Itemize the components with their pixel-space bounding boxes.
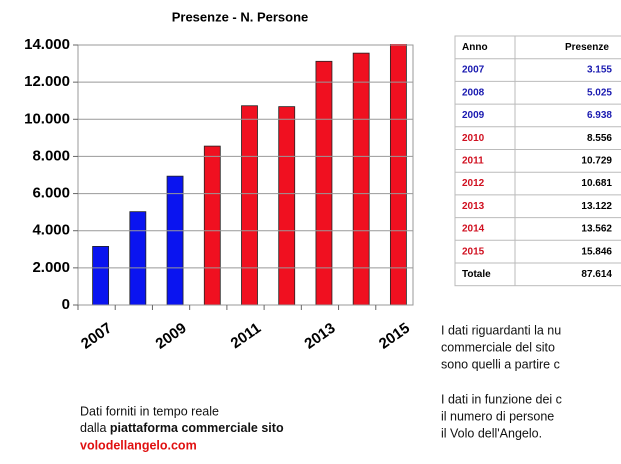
y-tick-label: 6.000 (32, 185, 70, 202)
x-tick-label: 2013 (301, 320, 338, 353)
table-cell: 2014 (462, 224, 485, 235)
table-cell: 13.122 (581, 201, 612, 212)
paragraph-line: I dati in funzione dei c (441, 392, 562, 406)
x-tick-label: 2007 (78, 320, 115, 353)
table-cell: 87.614 (581, 269, 612, 280)
y-tick-label: 2.000 (32, 259, 70, 276)
source-line: dalla piattaforma commerciale sito (80, 421, 284, 435)
table-cell: 10.681 (581, 178, 612, 189)
table-cell: 2012 (462, 178, 485, 189)
table-cell: 2011 (462, 155, 484, 166)
table-cell: 10.729 (581, 155, 612, 166)
table-cell: 13.562 (581, 224, 612, 235)
table-cell: 2013 (462, 201, 485, 212)
table-frame (454, 35, 621, 287)
table-cell: 2007 (462, 65, 485, 76)
paragraph-line: sono quelli a partire c (441, 357, 560, 371)
bar (241, 105, 258, 306)
y-tick-label: 10.000 (24, 110, 70, 127)
table-cell: 5.025 (587, 87, 612, 98)
paragraph-line: il numero di persone (441, 409, 554, 423)
bar (92, 246, 110, 306)
table-cell: Totale (462, 269, 491, 280)
y-tick-label: 8.000 (32, 147, 70, 164)
x-tick-label: 2011 (228, 320, 264, 353)
bar (389, 44, 407, 306)
source-prefix: dalla (80, 421, 106, 435)
source-line: Dati forniti in tempo reale (80, 404, 219, 418)
table-header: Anno (462, 42, 488, 53)
source-bold: piattaforma commerciale sito (110, 421, 284, 435)
paragraph-line: il Volo dell'Angelo. (441, 426, 542, 440)
bar (278, 106, 296, 306)
chart-title: Presenze - N. Persone (172, 9, 309, 24)
y-tick-label: 14.000 (24, 36, 70, 53)
table-cell: 6.938 (587, 110, 612, 121)
bar (129, 211, 147, 306)
table-cell: 15.846 (581, 246, 612, 257)
table-cell: 2009 (462, 110, 485, 121)
table-cell: 2015 (462, 246, 485, 257)
bar (352, 52, 370, 306)
source-link[interactable]: volodellangelo.com (80, 438, 197, 452)
table-cell: 8.556 (587, 133, 612, 144)
table-cell: 2008 (462, 87, 485, 98)
paragraph-line: I dati riguardanti la nu (441, 323, 561, 337)
table-cell: 2010 (462, 133, 485, 144)
x-tick-label: 2009 (153, 320, 190, 353)
bar (315, 60, 333, 306)
table-header: Presenze (565, 42, 609, 53)
y-tick-label: 12.000 (24, 73, 70, 90)
bar (203, 145, 221, 306)
bars (92, 44, 407, 306)
y-tick-label: 0 (62, 296, 70, 313)
y-tick-label: 4.000 (32, 222, 70, 239)
x-tick-label: 2015 (376, 320, 413, 353)
table-cell: 3.155 (587, 65, 612, 76)
bar (166, 175, 184, 306)
paragraph-line: commerciale del sito (441, 340, 555, 354)
